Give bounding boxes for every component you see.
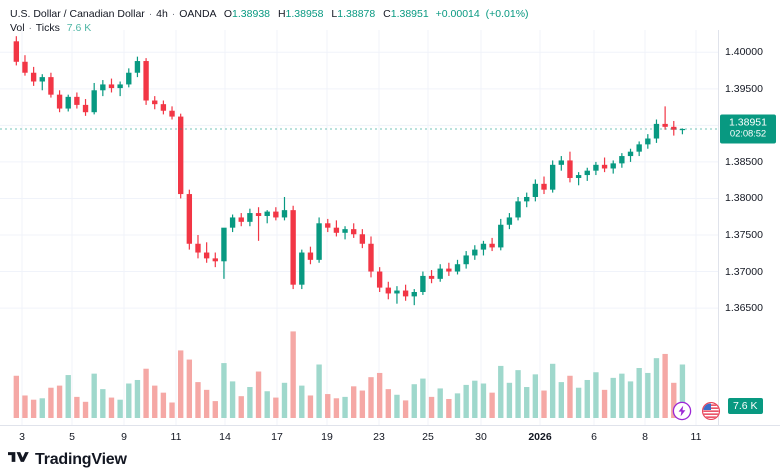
low-label: L [331, 8, 338, 20]
change-percent: (+0.01%) [485, 8, 529, 20]
price-tick: 1.37000 [725, 265, 763, 278]
price-tick: 1.39500 [725, 82, 763, 95]
volume-value: 7.6 K [66, 22, 92, 34]
time-tick: 17 [271, 431, 283, 443]
volume-value-badge: 7.6 K [728, 398, 763, 414]
chart-legend: U.S. Dollar / Canadian Dollar · 4h · OAN… [10, 7, 529, 35]
time-tick: 19 [321, 431, 333, 443]
volume-study-name[interactable]: Vol [10, 22, 25, 34]
low-value: 1.38878 [337, 8, 376, 20]
close-value: 1.38951 [390, 8, 429, 20]
high-value: 1.38958 [285, 8, 324, 20]
tradingview-brand[interactable]: TradingView [8, 450, 127, 469]
legend-volume-row[interactable]: Vol · Ticks 7.6 K [10, 21, 529, 35]
current-price-badge: 1.38951 02:08:52 [720, 114, 776, 144]
lightning-bolt-icon[interactable] [672, 401, 692, 426]
current-price-value: 1.38951 [729, 116, 767, 129]
time-tick: 30 [475, 431, 487, 443]
ohlc-close: C1.38951 [383, 8, 429, 20]
time-tick: 11 [170, 431, 182, 443]
price-tick: 1.40000 [725, 46, 763, 59]
legend-separator-2: · [171, 8, 176, 20]
timeframe-label[interactable]: 4h [156, 8, 168, 20]
change-absolute: +0.00014 [435, 8, 480, 20]
time-tick: 23 [373, 431, 385, 443]
open-label: O [223, 8, 233, 20]
symbol-name[interactable]: U.S. Dollar / Canadian Dollar [10, 8, 145, 20]
time-tick: 6 [591, 431, 597, 443]
chart-plot-area[interactable] [0, 30, 718, 425]
price-tick: 1.38500 [725, 155, 763, 168]
volume-unit-label: Ticks [35, 22, 60, 34]
time-tick: 11 [690, 431, 702, 443]
time-tick: 5 [69, 431, 75, 443]
legend-separator-1: · [148, 8, 153, 20]
time-tick: 9 [121, 431, 127, 443]
ohlc-low: L1.38878 [331, 8, 375, 20]
time-axis[interactable]: 3 5 9 11 14 17 19 23 25 30 2026 6 8 11 [0, 425, 780, 447]
close-label: C [383, 8, 391, 20]
price-axis[interactable]: 1.400001.395001.390001.385001.380001.375… [718, 30, 780, 425]
legend-symbol-row[interactable]: U.S. Dollar / Canadian Dollar · 4h · OAN… [10, 7, 529, 21]
ohlc-high: H1.38958 [278, 8, 324, 20]
time-tick: 8 [642, 431, 648, 443]
time-tick: 25 [422, 431, 434, 443]
time-tick: 3 [19, 431, 25, 443]
open-value: 1.38938 [232, 8, 271, 20]
us-flag-icon[interactable] [701, 401, 721, 426]
price-tick: 1.36500 [725, 302, 763, 315]
price-tick: 1.37500 [725, 228, 763, 241]
tradingview-logo-icon [8, 450, 30, 469]
legend-separator-3: · [28, 22, 33, 34]
time-tick: 2026 [528, 431, 552, 443]
candlestick-svg [0, 30, 718, 425]
brand-name-label: TradingView [35, 450, 127, 468]
exchange-label: OANDA [179, 8, 216, 20]
bar-countdown: 02:08:52 [729, 128, 767, 140]
time-tick: 14 [219, 431, 231, 443]
ohlc-open: O1.38938 [224, 8, 270, 20]
price-tick: 1.38000 [725, 192, 763, 205]
high-label: H [277, 8, 286, 20]
